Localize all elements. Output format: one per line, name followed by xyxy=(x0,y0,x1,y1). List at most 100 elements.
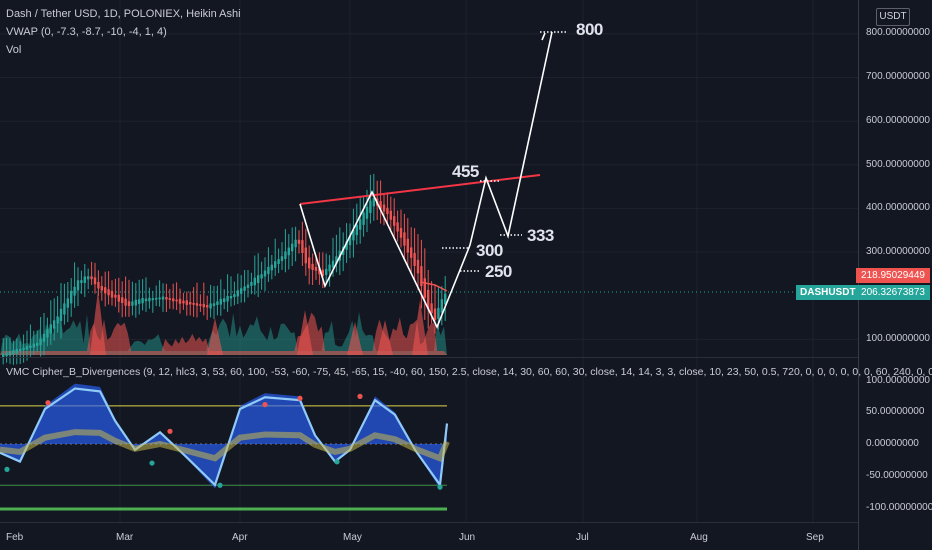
time-label: May xyxy=(343,532,362,543)
time-label: Jun xyxy=(459,532,476,543)
candle-body xyxy=(348,235,352,246)
candle-body xyxy=(25,346,29,350)
candle-body xyxy=(209,303,212,309)
oscillator-legend[interactable]: VMC Cipher_B_Divergences (9, 12, hlc3, 3… xyxy=(6,366,932,378)
candle-body xyxy=(399,227,403,238)
trend-drawings[interactable] xyxy=(299,31,566,329)
candle-body xyxy=(345,241,348,250)
candle-body xyxy=(331,260,335,268)
candle-body xyxy=(148,297,151,302)
time-label: Mar xyxy=(116,532,134,543)
candle-body xyxy=(19,348,22,352)
target-333-label[interactable]: 333 xyxy=(527,226,554,245)
candle-body xyxy=(39,338,42,346)
candle-body xyxy=(294,239,297,248)
candle-body xyxy=(433,308,437,321)
candle-body xyxy=(219,298,222,305)
candle-body xyxy=(291,243,294,252)
target-250-label[interactable]: 250 xyxy=(485,262,512,281)
volume-spike xyxy=(90,290,106,355)
pane-separator[interactable] xyxy=(0,357,858,358)
volume-spike xyxy=(207,318,223,355)
candle-body xyxy=(297,239,301,244)
candle-body xyxy=(263,270,267,277)
candle-body xyxy=(301,240,304,253)
candle-body xyxy=(158,297,161,300)
oscillator-label: 0.00000000 xyxy=(866,438,919,449)
candle-body xyxy=(73,286,76,296)
candle-body xyxy=(362,212,365,225)
volume-spike xyxy=(377,320,393,355)
candle-body xyxy=(444,293,447,305)
candle-body xyxy=(372,198,375,207)
candle-body xyxy=(389,210,392,220)
target-300-label[interactable]: 300 xyxy=(476,241,503,260)
candle-body xyxy=(161,296,165,300)
price-label: 700.00000000 xyxy=(866,71,930,82)
symbol-title[interactable]: Dash / Tether USD, 1D, POLONIEX, Heikin … xyxy=(6,8,241,20)
candle-body xyxy=(335,256,338,264)
candle-body xyxy=(195,303,199,306)
candle-body xyxy=(369,200,372,214)
last-price-tag: 206.32673873 xyxy=(856,285,930,300)
candle-body xyxy=(155,297,158,300)
candle-body xyxy=(185,300,188,305)
candle-body xyxy=(56,316,59,324)
candle-body xyxy=(287,247,290,256)
candle-body xyxy=(416,259,420,274)
currency-button[interactable]: USDT xyxy=(876,8,910,26)
signal-dot xyxy=(45,400,51,406)
candle-body xyxy=(233,294,236,297)
projection-path xyxy=(299,31,553,329)
signal-dot xyxy=(262,402,268,408)
candle-body xyxy=(172,298,175,302)
candle-body xyxy=(144,298,148,302)
volume-spike xyxy=(412,300,428,355)
candle-body xyxy=(53,320,56,329)
candle-body xyxy=(80,280,83,283)
time-label: Apr xyxy=(232,532,248,543)
candle-body xyxy=(93,277,97,285)
wave-line xyxy=(0,387,449,488)
candle-body xyxy=(202,303,205,308)
candle-body xyxy=(430,303,433,314)
vmc-cipher-oscillator xyxy=(0,383,450,511)
volume-spike xyxy=(347,322,363,355)
candle-body xyxy=(277,259,280,264)
oscillator-label: -50.00000000 xyxy=(866,470,928,481)
candle-body xyxy=(229,295,233,299)
candle-body xyxy=(12,350,15,355)
candle-body xyxy=(2,353,5,358)
signal-dot xyxy=(217,482,223,488)
candle-body xyxy=(117,294,120,302)
signal-dot xyxy=(167,428,173,434)
candle-body xyxy=(49,324,52,334)
candle-body xyxy=(355,224,358,236)
candle-body xyxy=(379,201,382,209)
signal-dot xyxy=(149,460,155,466)
candle-body xyxy=(199,304,202,306)
signal-dot xyxy=(357,393,363,399)
candle-body xyxy=(427,289,430,310)
volume-legend[interactable]: Vol xyxy=(6,44,22,56)
candle-body xyxy=(280,256,284,261)
candle-body xyxy=(308,257,311,269)
candle-body xyxy=(257,275,260,284)
vwap-legend[interactable]: VWAP (0, -7.3, -8.7, -10, -4, 1, 4) xyxy=(6,26,167,38)
candle-body xyxy=(236,290,239,297)
candle-body xyxy=(284,251,287,260)
candle-body xyxy=(267,266,270,275)
volume-spike xyxy=(297,310,313,355)
candle-body xyxy=(437,307,440,319)
candle-body xyxy=(70,290,73,304)
price-label: 400.00000000 xyxy=(866,202,930,213)
oscillator-label: 50.00000000 xyxy=(866,406,925,417)
candle-body xyxy=(318,267,321,275)
candle-body xyxy=(223,298,226,303)
time-label: Aug xyxy=(690,532,708,543)
target-455-label[interactable]: 455 xyxy=(452,162,479,181)
target-800-label[interactable]: 800 xyxy=(576,20,603,39)
candle-body xyxy=(311,263,314,271)
vwap-price-tag: 218.95029449 xyxy=(856,268,930,283)
